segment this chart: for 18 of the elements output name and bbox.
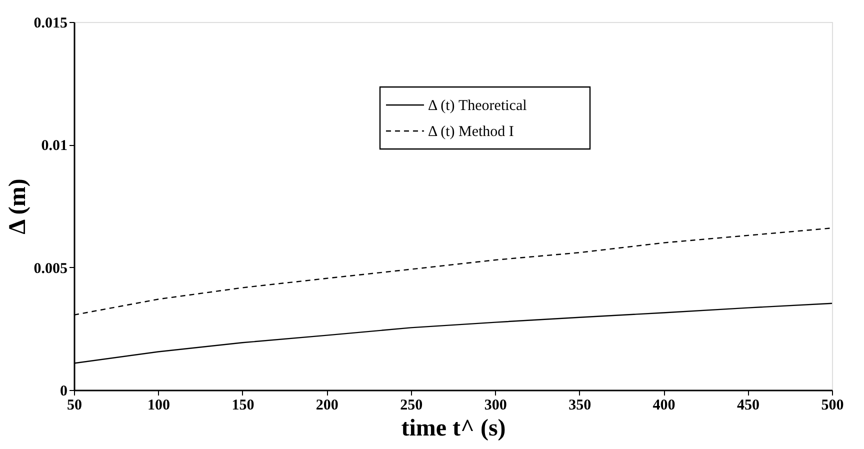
- x-tick-label: 250: [400, 398, 423, 414]
- x-tick-label: 450: [737, 398, 760, 414]
- y-tick-label: 0.015: [34, 16, 68, 32]
- legend-label: Δ (t) Method I: [428, 124, 514, 140]
- legend-label: Δ (t) Theoretical: [428, 98, 527, 114]
- x-tick-label: 350: [568, 398, 592, 414]
- x-tick-label: 100: [147, 398, 170, 414]
- x-tick-label: 50: [67, 398, 82, 414]
- x-tick-label: 200: [316, 398, 338, 414]
- x-tick-label: 150: [232, 398, 254, 414]
- x-axis-title: time t^ (s): [401, 416, 506, 442]
- x-tick-label: 300: [484, 398, 507, 414]
- y-tick-label: 0: [60, 384, 68, 400]
- y-tick-label: 0.01: [41, 138, 68, 154]
- y-axis-title: Δ (m): [4, 178, 31, 234]
- x-tick-label: 500: [821, 398, 844, 414]
- x-tick-label: 400: [652, 398, 676, 414]
- y-tick-label: 0.005: [34, 260, 68, 277]
